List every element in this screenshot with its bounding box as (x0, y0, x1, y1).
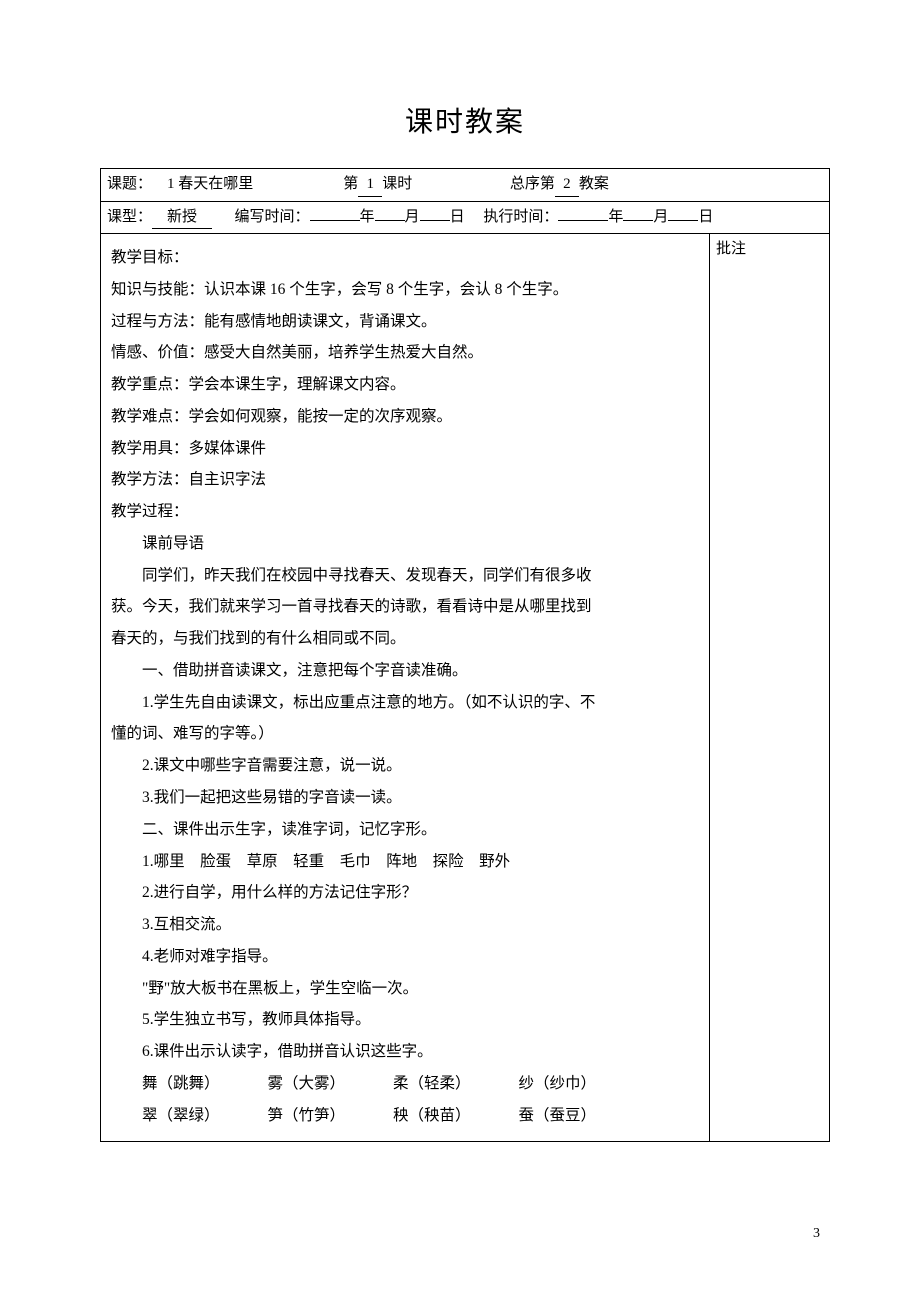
day-suffix-2: 日 (698, 209, 713, 225)
header-row-2: 课型：新授 编写时间： 年 月 日 执行时间： 年 月 日 (101, 201, 830, 234)
vocab-2d: 蚕（蚕豆） (519, 1100, 597, 1132)
write-month (375, 220, 405, 221)
header-row-1: 课题： 1 春天在哪里 第1课时 总序第2教案 (101, 169, 830, 202)
year-suffix-2: 年 (608, 209, 623, 225)
obj-2: 过程与方法：能有感情地朗读课文，背诵课文。 (111, 306, 699, 338)
vocab-2c: 秧（秧苗） (393, 1100, 471, 1132)
sec1-1a: 1.学生先自由读课文，标出应重点注意的地方。（如不认识的字、不 (111, 687, 699, 719)
content-row: 教学目标： 知识与技能：认识本课 16 个生字，会写 8 个生字，会认 8 个生… (101, 234, 830, 1142)
year-suffix-1: 年 (360, 209, 375, 225)
page-title: 课时教案 (100, 100, 830, 140)
topic-label: 课题： (107, 176, 152, 192)
type-value: 新授 (152, 206, 212, 230)
sec2-1: 1.哪里 脸蛋 草原 轻重 毛巾 阵地 探险 野外 (111, 846, 699, 878)
sec2-4: 4.老师对难字指导。 (111, 941, 699, 973)
pre-lesson: 课前导语 (111, 528, 699, 560)
sec1-1b: 懂的词、难写的字等。） (111, 718, 699, 750)
seq-prefix: 总序第 (510, 176, 555, 192)
sec2-6: 6.课件出示认读字，借助拼音认识这些字。 (111, 1036, 699, 1068)
obj-3: 情感、价值：感受大自然美丽，培养学生热爱大自然。 (111, 337, 699, 369)
period-suffix: 课时 (382, 176, 412, 192)
method: 教学方法：自主识字法 (111, 464, 699, 496)
exec-month (623, 220, 653, 221)
write-label: 编写时间： (235, 209, 310, 225)
exec-day (668, 220, 698, 221)
vocab-1c: 柔（轻柔） (393, 1068, 471, 1100)
vocab-2b: 笋（竹笋） (268, 1100, 346, 1132)
vocab-2a: 翠（翠绿） (142, 1100, 220, 1132)
obj-1: 知识与技能：认识本课 16 个生字，会写 8 个生字，会认 8 个生字。 (111, 274, 699, 306)
sec2-5: 5.学生独立书写，教师具体指导。 (111, 1004, 699, 1036)
period-value: 1 (358, 173, 382, 197)
day-suffix-1: 日 (450, 209, 465, 225)
tools: 教学用具：多媒体课件 (111, 433, 699, 465)
notes-cell: 批注 (710, 234, 830, 1142)
vocab-1d: 纱（纱巾） (519, 1068, 597, 1100)
vocab-1b: 雾（大雾） (268, 1068, 346, 1100)
notes-label: 批注 (716, 241, 746, 257)
sec1-title: 一、借助拼音读课文，注意把每个字音读准确。 (111, 655, 699, 687)
content-cell: 教学目标： 知识与技能：认识本课 16 个生字，会写 8 个生字，会认 8 个生… (101, 234, 710, 1142)
topic-value: 1 春天在哪里 (167, 176, 253, 192)
vocab-row-1: 舞（跳舞） 雾（大雾） 柔（轻柔） 纱（纱巾） (111, 1068, 699, 1100)
vocab-row-2: 翠（翠绿） 笋（竹笋） 秧（秧苗） 蚕（蚕豆） (111, 1100, 699, 1132)
type-label: 课型： (107, 209, 152, 225)
sec2-title: 二、课件出示生字，读准字词，记忆字形。 (111, 814, 699, 846)
sec1-3: 3.我们一起把这些易错的字音读一读。 (111, 782, 699, 814)
objectives-label: 教学目标： (111, 242, 699, 274)
page-number: 3 (813, 1226, 820, 1242)
seq-suffix: 教案 (579, 176, 609, 192)
difficulty: 教学难点：学会如何观察，能按一定的次序观察。 (111, 401, 699, 433)
sec1-2: 2.课文中哪些字音需要注意，说一说。 (111, 750, 699, 782)
process-label: 教学过程： (111, 496, 699, 528)
month-suffix-2: 月 (653, 209, 668, 225)
keypoint: 教学重点：学会本课生字，理解课文内容。 (111, 369, 699, 401)
write-day (420, 220, 450, 221)
sec2-3: 3.互相交流。 (111, 909, 699, 941)
sec2-4a: "野"放大板书在黑板上，学生空临一次。 (111, 973, 699, 1005)
intro-2: 获。今天，我们就来学习一首寻找春天的诗歌，看看诗中是从哪里找到 (111, 591, 699, 623)
sec2-2: 2.进行自学，用什么样的方法记住字形？ (111, 877, 699, 909)
month-suffix-1: 月 (405, 209, 420, 225)
exec-label: 执行时间： (483, 209, 558, 225)
lesson-plan-table: 课题： 1 春天在哪里 第1课时 总序第2教案 课型：新授 编写时间： 年 月 日 (100, 168, 830, 1142)
seq-value: 2 (555, 173, 579, 197)
period-prefix: 第 (343, 176, 358, 192)
vocab-1a: 舞（跳舞） (142, 1068, 220, 1100)
exec-year (558, 220, 608, 221)
intro-1: 同学们，昨天我们在校园中寻找春天、发现春天，同学们有很多收 (111, 560, 699, 592)
intro-3: 春天的，与我们找到的有什么相同或不同。 (111, 623, 699, 655)
write-year (310, 220, 360, 221)
